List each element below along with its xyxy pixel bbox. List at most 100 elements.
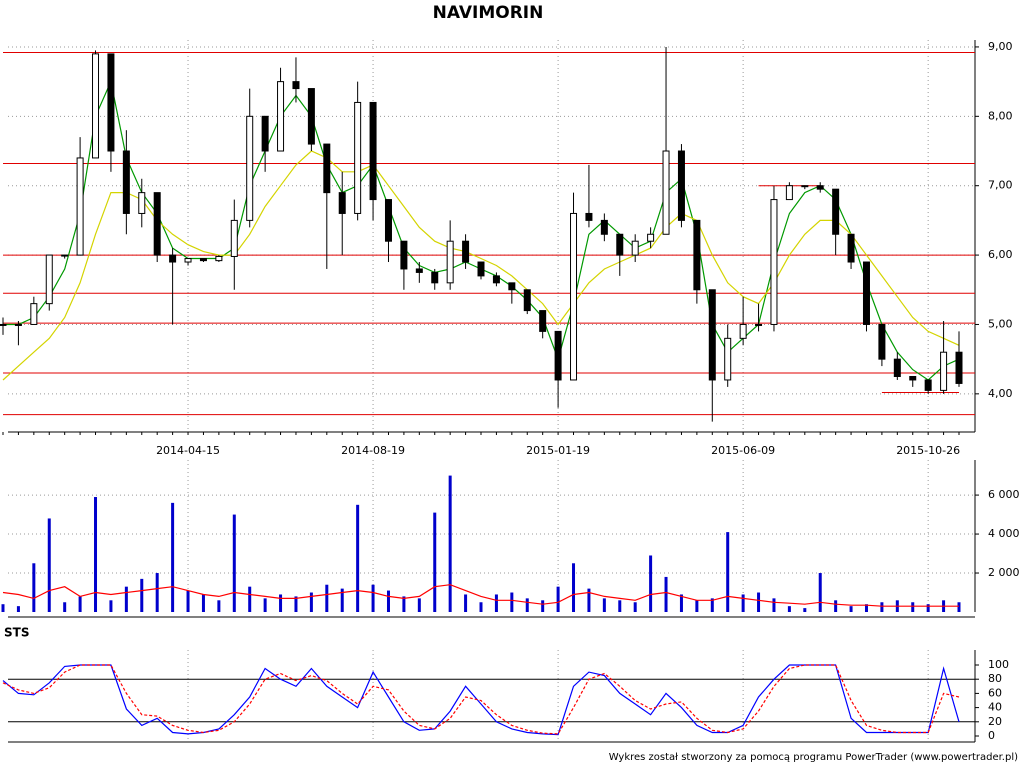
- candle-body: [770, 199, 778, 325]
- volume-bar: [340, 588, 344, 612]
- volume-bar: [201, 594, 205, 612]
- candle-body: [323, 143, 331, 194]
- candle-body: [570, 212, 578, 381]
- y-tick-label: 6,00: [988, 248, 1013, 261]
- volume-bar: [572, 563, 576, 612]
- candle-body: [199, 258, 207, 262]
- candle-body: [909, 375, 917, 381]
- volume-bar: [880, 602, 884, 612]
- volume-bar: [294, 596, 298, 612]
- candle-body: [446, 240, 454, 284]
- moving-average: [2, 150, 960, 381]
- y-tick-label: 80: [988, 672, 1002, 685]
- candle-body: [847, 233, 855, 263]
- volume-bar: [679, 594, 683, 612]
- y-tick-label: 8,00: [988, 109, 1013, 122]
- candle-body: [369, 101, 377, 201]
- volume-bar: [402, 596, 406, 612]
- candle-body: [400, 240, 408, 270]
- volume-bar: [140, 578, 144, 612]
- volume-bar: [124, 586, 128, 612]
- volume-bar: [710, 598, 714, 612]
- candle-body: [724, 337, 732, 381]
- volume-bar: [541, 600, 545, 612]
- candle-body: [539, 310, 547, 332]
- candle-body: [230, 219, 238, 257]
- candle-body: [384, 199, 392, 242]
- candle-body: [801, 185, 809, 188]
- volume-bar: [433, 512, 437, 612]
- y-tick-label: 0: [988, 729, 995, 742]
- candle-body: [76, 157, 84, 256]
- candle-body: [924, 379, 932, 391]
- volume-bar: [16, 606, 20, 612]
- candle-body: [138, 192, 146, 214]
- volume-bar: [494, 594, 498, 612]
- volume-bar: [1, 604, 5, 612]
- candle-body: [940, 351, 948, 391]
- candle-body: [153, 192, 161, 256]
- candle-body: [616, 233, 624, 256]
- x-tick-label: 2015-06-09: [711, 444, 775, 457]
- volume-bar: [94, 497, 98, 612]
- candle-body: [307, 88, 315, 145]
- volume-bar: [371, 584, 375, 612]
- candle-body: [647, 233, 655, 242]
- x-tick-label: 2014-08-19: [341, 444, 405, 457]
- candle-body: [508, 282, 516, 291]
- candle-body: [631, 240, 639, 256]
- volume-bar: [479, 602, 483, 612]
- candle-body: [554, 330, 562, 381]
- volume-bar: [186, 590, 190, 612]
- volume-average: [2, 584, 959, 607]
- candle-body: [492, 275, 500, 284]
- volume-bar: [787, 606, 791, 612]
- candle-body: [862, 261, 870, 325]
- candle-body: [600, 219, 608, 235]
- volume-bar: [864, 604, 868, 612]
- x-tick-label: 2014-04-15: [156, 444, 220, 457]
- volume-bar: [818, 573, 822, 612]
- volume-bar: [695, 600, 699, 612]
- candle-body: [955, 351, 963, 384]
- volume-bar: [279, 594, 283, 612]
- volume-bar: [757, 592, 761, 612]
- moving-average: [3, 79, 960, 381]
- y-tick-label: 100: [988, 658, 1009, 671]
- volume-bar: [587, 588, 591, 612]
- candle-body: [832, 188, 840, 235]
- candle-body: [277, 81, 285, 152]
- y-tick-label: 5,00: [988, 317, 1013, 330]
- candle-body: [755, 323, 763, 326]
- indicator-title: STS: [4, 626, 29, 640]
- volume-bar: [232, 514, 236, 612]
- candle-body: [61, 254, 69, 257]
- y-tick-label: 4,00: [988, 387, 1013, 400]
- volume-bar: [741, 594, 745, 612]
- chart-title: NAVIMORIN: [433, 3, 544, 23]
- volume-bar: [911, 602, 915, 612]
- y-tick-label: 60: [988, 686, 1002, 699]
- volume-bar: [957, 602, 961, 612]
- oscillator-line: [2, 664, 960, 736]
- x-tick-label: 2015-01-19: [526, 444, 590, 457]
- volume-bar: [633, 602, 637, 612]
- candle-body: [122, 150, 130, 214]
- candle-body: [739, 323, 747, 339]
- volume-bar: [356, 504, 360, 612]
- candle-body: [708, 289, 716, 381]
- candle-body: [878, 323, 886, 360]
- candle-body: [816, 185, 824, 190]
- volume-bar: [525, 598, 529, 612]
- candle-body: [354, 101, 362, 214]
- volume-bar: [664, 576, 668, 612]
- volume-bar: [602, 598, 606, 612]
- volume-bar: [63, 602, 67, 612]
- candle-body: [261, 115, 269, 152]
- candle-body: [523, 289, 531, 312]
- volume-bar: [217, 600, 221, 612]
- candle-body: [662, 150, 670, 235]
- volume-bar: [803, 608, 807, 612]
- volume-bar: [109, 600, 113, 612]
